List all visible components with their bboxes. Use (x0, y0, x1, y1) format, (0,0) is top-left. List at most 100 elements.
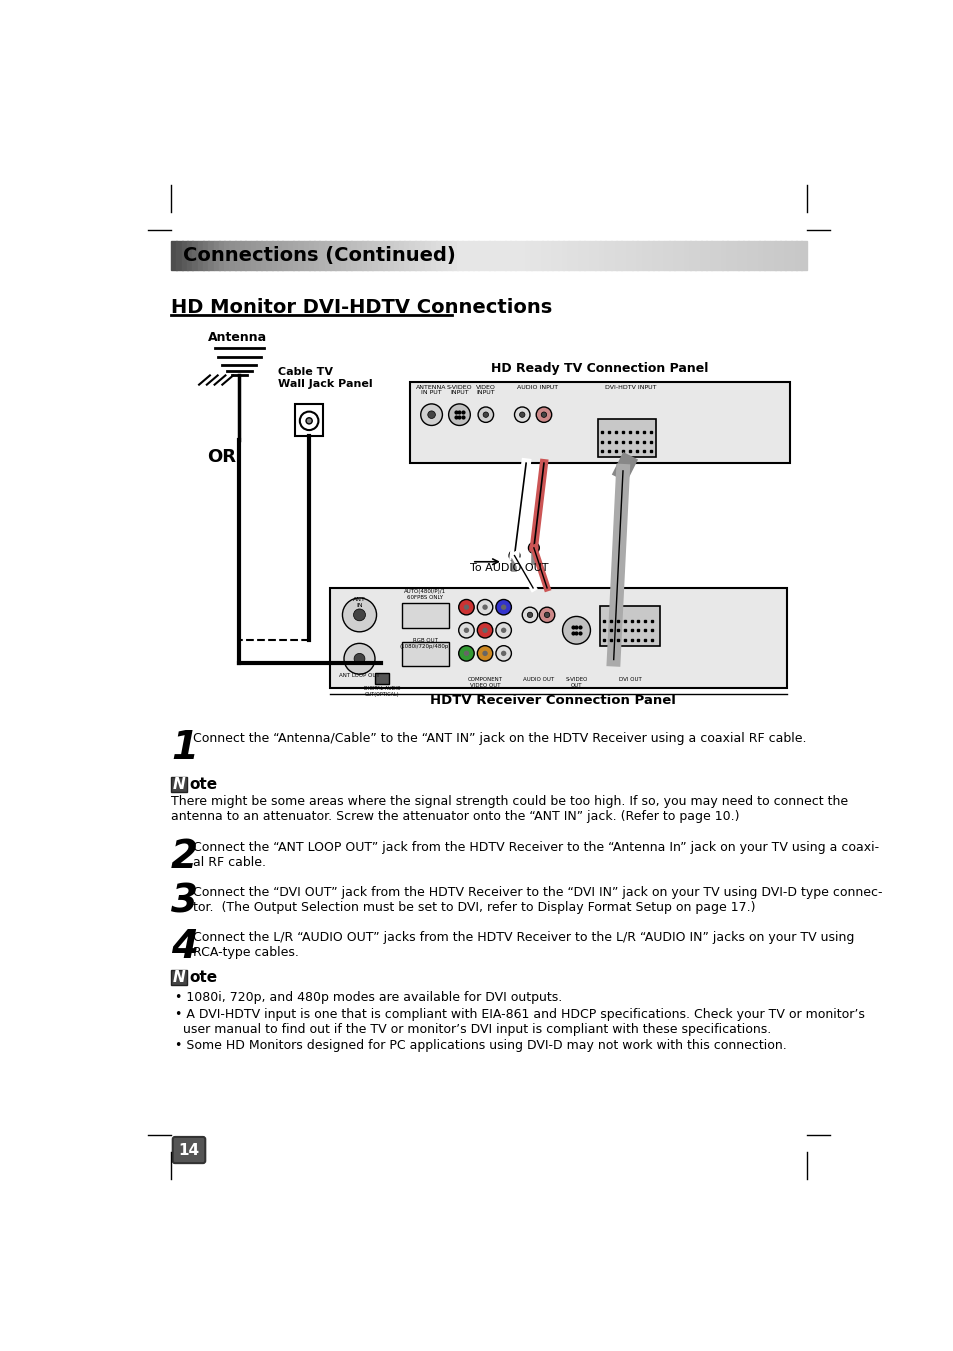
Circle shape (476, 600, 493, 615)
Bar (695, 240, 700, 270)
Text: AUTO(480I/P)/1
60FPBS ONLY: AUTO(480I/P)/1 60FPBS ONLY (404, 589, 446, 600)
Bar (309, 240, 314, 270)
Bar (282, 240, 288, 270)
Circle shape (482, 412, 488, 417)
Bar (375, 673, 389, 684)
Circle shape (463, 628, 469, 634)
Circle shape (538, 607, 555, 623)
Text: DIGITAL AUDIO
OUT(OPTICAL): DIGITAL AUDIO OUT(OPTICAL) (363, 686, 400, 697)
Circle shape (306, 417, 312, 424)
Bar (558, 240, 563, 270)
Bar (679, 240, 685, 270)
Circle shape (521, 607, 537, 623)
Text: • 1080i, 720p, and 480p modes are available for DVI outputs.: • 1080i, 720p, and 480p modes are availa… (174, 992, 561, 1004)
Bar (599, 240, 605, 270)
Circle shape (496, 623, 511, 638)
Bar (653, 240, 659, 270)
Text: HDTV Receiver Connection Panel: HDTV Receiver Connection Panel (430, 694, 676, 707)
Bar (452, 240, 457, 270)
Bar (255, 240, 262, 270)
Bar (499, 240, 505, 270)
Bar (182, 240, 188, 270)
Bar (402, 642, 448, 666)
Bar (314, 240, 320, 270)
Circle shape (342, 598, 376, 632)
Circle shape (354, 654, 365, 665)
Bar (616, 240, 621, 270)
Bar (716, 240, 722, 270)
Bar (494, 240, 499, 270)
Circle shape (482, 604, 487, 609)
Bar (620, 240, 627, 270)
Text: Connect the “DVI OUT” jack from the HDTV Receiver to the “DVI IN” jack on your T: Connect the “DVI OUT” jack from the HDTV… (193, 886, 882, 913)
Bar (197, 240, 204, 270)
Bar (684, 240, 690, 270)
Text: VIDEO
INPUT: VIDEO INPUT (476, 385, 496, 396)
Text: N: N (172, 970, 185, 985)
Text: ote: ote (189, 970, 217, 985)
Bar (641, 240, 648, 270)
Circle shape (476, 646, 493, 661)
Text: COMPONENT
VIDEO OUT: COMPONENT VIDEO OUT (467, 677, 502, 688)
Bar (187, 240, 193, 270)
Bar (477, 240, 484, 270)
Circle shape (528, 543, 538, 554)
Bar (346, 240, 352, 270)
Text: S-VIDEO
INPUT: S-VIDEO INPUT (446, 385, 472, 396)
Bar (234, 240, 240, 270)
Bar (441, 240, 447, 270)
Text: ANTENNA
IN PUT: ANTENNA IN PUT (416, 385, 446, 396)
Bar (410, 382, 789, 463)
Bar (213, 240, 219, 270)
Bar (224, 240, 230, 270)
Text: • A DVI-HDTV input is one that is compliant with EIA-861 and HDCP specifications: • A DVI-HDTV input is one that is compli… (174, 1008, 864, 1036)
Text: DVI-HDTV INPUT: DVI-HDTV INPUT (604, 385, 656, 389)
Bar (361, 240, 368, 270)
Bar (473, 240, 478, 270)
Bar (674, 240, 679, 270)
Bar (430, 240, 436, 270)
Text: OR: OR (207, 449, 235, 466)
Bar (351, 240, 357, 270)
Bar (769, 240, 775, 270)
Text: There might be some areas where the signal strength could be too high. If so, yo: There might be some areas where the sign… (171, 794, 847, 823)
Bar (599, 605, 659, 646)
Bar (520, 240, 526, 270)
Bar (790, 240, 796, 270)
Circle shape (482, 628, 487, 634)
Bar (668, 240, 675, 270)
Bar (171, 240, 177, 270)
Bar (251, 240, 256, 270)
Bar (303, 240, 310, 270)
Text: 1: 1 (171, 728, 198, 767)
Bar (340, 240, 346, 270)
Bar (276, 240, 283, 270)
Bar (330, 240, 335, 270)
Bar (419, 240, 426, 270)
Bar (689, 240, 696, 270)
Bar (203, 240, 209, 270)
Bar (759, 240, 764, 270)
Bar (658, 240, 664, 270)
Circle shape (427, 411, 435, 419)
Bar (583, 240, 590, 270)
Bar (631, 240, 638, 270)
Bar (541, 240, 547, 270)
Text: AUDIO OUT: AUDIO OUT (522, 677, 554, 682)
Circle shape (482, 651, 487, 657)
Bar (402, 604, 448, 628)
Text: Connect the L/R “AUDIO OUT” jacks from the HDTV Receiver to the L/R “AUDIO IN” j: Connect the L/R “AUDIO OUT” jacks from t… (193, 931, 853, 959)
Bar (293, 240, 298, 270)
Bar (335, 240, 341, 270)
Bar (367, 240, 373, 270)
Bar (721, 240, 727, 270)
Bar (446, 240, 452, 270)
Bar (605, 240, 611, 270)
Circle shape (476, 623, 493, 638)
Bar (531, 240, 537, 270)
Bar (193, 240, 198, 270)
Circle shape (536, 407, 551, 423)
Bar (404, 240, 410, 270)
Text: 2: 2 (171, 838, 198, 877)
FancyBboxPatch shape (172, 1138, 205, 1163)
